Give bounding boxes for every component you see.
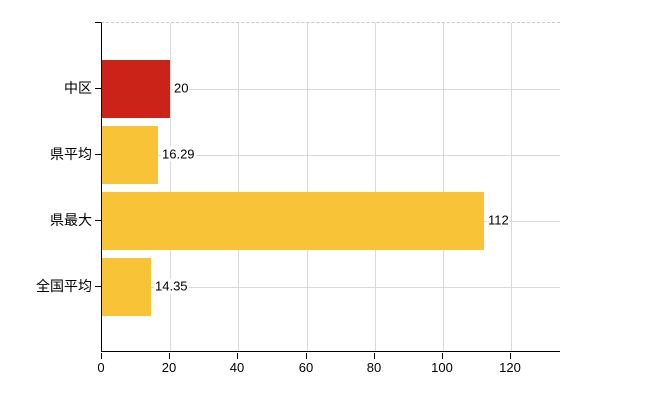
x-axis-tick-label: 40 bbox=[229, 360, 245, 375]
x-axis-tick-label: 60 bbox=[298, 360, 314, 375]
bar-value-label: 20 bbox=[173, 80, 190, 96]
x-axis-tick-label: 80 bbox=[366, 360, 382, 375]
bar bbox=[102, 60, 170, 118]
category-label: 県平均 bbox=[50, 146, 92, 162]
horizontal-gridline bbox=[102, 89, 560, 90]
x-axis-tick-label: 120 bbox=[499, 360, 521, 375]
bar-value-label: 112 bbox=[487, 212, 510, 228]
y-axis-top-tick-mark bbox=[95, 22, 101, 23]
bar-value-label: 16.29 bbox=[161, 146, 196, 162]
category-tick-mark bbox=[95, 88, 101, 89]
bar bbox=[102, 258, 151, 316]
vertical-gridline bbox=[238, 23, 239, 351]
x-axis-tick-mark bbox=[306, 353, 307, 359]
category-tick-mark bbox=[95, 286, 101, 287]
category-tick-mark bbox=[95, 154, 101, 155]
x-axis-tick-mark bbox=[101, 353, 102, 359]
x-axis-tick-label: 0 bbox=[97, 360, 105, 375]
category-label: 県最大 bbox=[50, 212, 92, 228]
x-axis-tick-label: 20 bbox=[161, 360, 177, 375]
vertical-gridline bbox=[375, 23, 376, 351]
x-axis-tick-mark bbox=[510, 353, 511, 359]
vertical-gridline bbox=[170, 23, 171, 351]
x-axis-tick-mark bbox=[442, 353, 443, 359]
vertical-gridline bbox=[307, 23, 308, 351]
x-axis-tick-label: 100 bbox=[431, 360, 453, 375]
vertical-gridline bbox=[443, 23, 444, 351]
x-axis-tick-mark bbox=[374, 353, 375, 359]
x-axis-tick-mark bbox=[169, 353, 170, 359]
category-label: 中区 bbox=[64, 80, 92, 96]
plot-area bbox=[101, 22, 560, 352]
category-tick-mark bbox=[95, 220, 101, 221]
vertical-gridline bbox=[511, 23, 512, 351]
category-label: 全国平均 bbox=[36, 278, 92, 294]
bar-value-label: 14.35 bbox=[154, 278, 189, 294]
horizontal-gridline bbox=[102, 287, 560, 288]
bar bbox=[102, 192, 484, 250]
horizontal-gridline bbox=[102, 155, 560, 156]
x-axis-tick-mark bbox=[237, 353, 238, 359]
bar bbox=[102, 126, 158, 184]
